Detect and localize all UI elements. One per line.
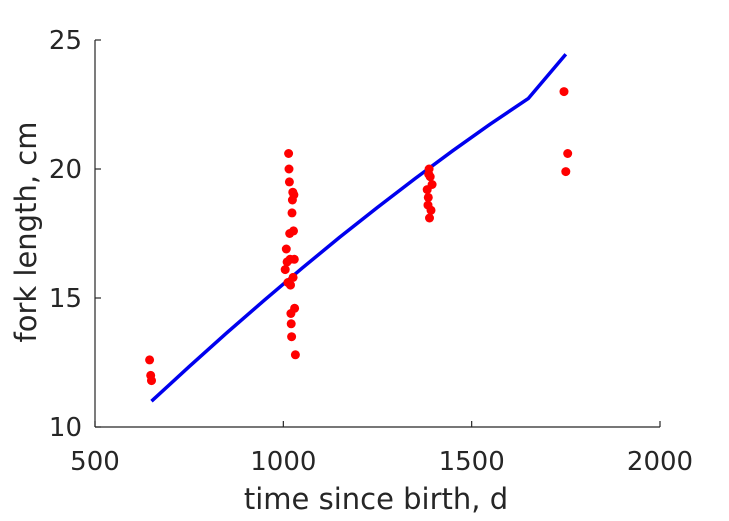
y-tick-label: 25 — [49, 26, 82, 56]
data-point — [284, 164, 294, 174]
data-point — [147, 376, 156, 386]
data-point — [561, 167, 571, 177]
x-tick-label: 1500 — [439, 447, 505, 477]
data-points — [145, 87, 573, 386]
x-tick-labels: 500 1000 1500 2000 — [70, 447, 693, 477]
tick-marks — [94, 39, 661, 428]
y-tick-label: 15 — [49, 284, 82, 314]
data-point — [280, 265, 290, 275]
data-point — [284, 177, 294, 187]
data-point — [145, 355, 155, 365]
data-point — [287, 208, 297, 218]
y-tick-labels: 10 15 20 25 — [49, 26, 82, 443]
data-point — [288, 272, 298, 282]
fit-line — [150, 53, 568, 403]
data-point — [286, 280, 295, 290]
data-point — [563, 149, 573, 158]
y-tick-label: 20 — [49, 155, 82, 185]
data-point — [423, 192, 433, 202]
x-tick-label: 1000 — [250, 447, 316, 477]
data-point — [287, 332, 297, 342]
data-point — [289, 254, 299, 264]
data-point — [424, 164, 434, 174]
data-point — [290, 350, 300, 360]
data-point — [289, 190, 299, 200]
x-tick-label: 2000 — [627, 447, 693, 477]
data-point — [427, 180, 437, 189]
data-point — [425, 172, 435, 182]
data-point — [290, 303, 300, 313]
data-point — [425, 213, 434, 223]
data-point — [286, 319, 296, 329]
x-tick-label: 500 — [70, 447, 120, 477]
x-axis-label: time since birth, d — [244, 482, 508, 516]
data-point — [281, 244, 291, 254]
y-axis-label: fork length, cm — [9, 122, 43, 343]
data-point — [284, 149, 294, 158]
data-point — [426, 205, 436, 215]
data-point — [559, 87, 569, 97]
data-point — [289, 226, 298, 236]
y-tick-label: 10 — [49, 413, 82, 443]
fit-line-group — [150, 53, 568, 403]
axes — [94, 40, 660, 428]
